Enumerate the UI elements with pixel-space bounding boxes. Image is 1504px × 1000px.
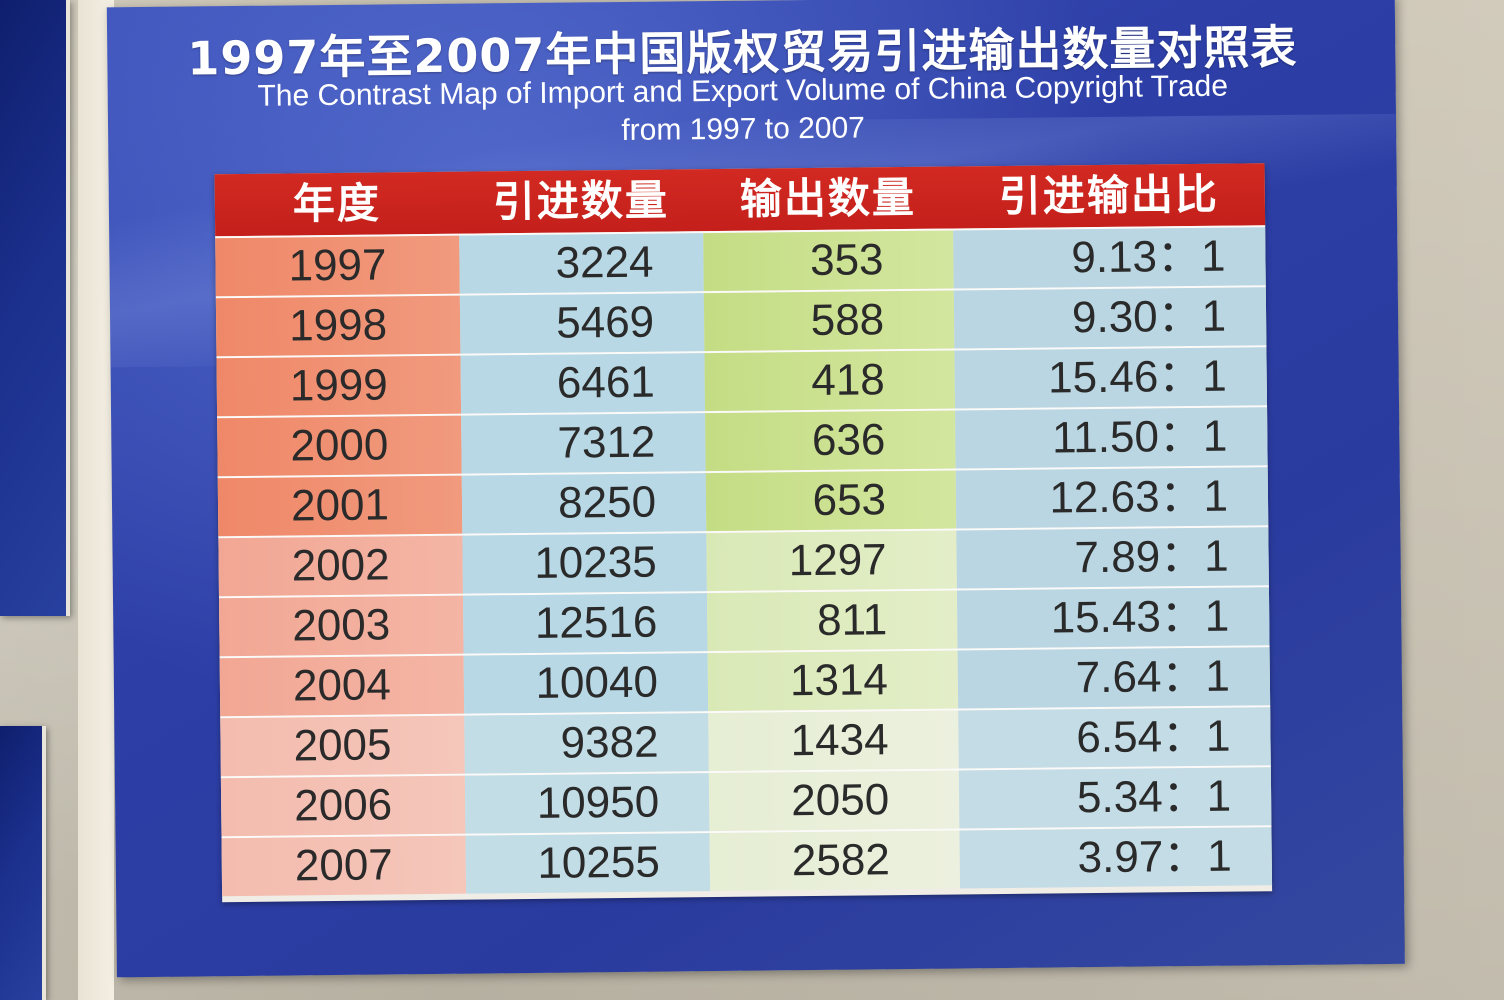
cell-ratio: 15.43：1 <box>956 587 1270 649</box>
cell-year: 2002 <box>218 535 463 597</box>
cell-export: 418 <box>704 350 956 412</box>
cell-year: 1998 <box>215 295 461 357</box>
table-row: 2004 10040 1314 7.64：1 <box>219 645 1271 717</box>
cell-export: 811 <box>706 590 958 652</box>
left-poster-edge-top <box>0 0 70 616</box>
table-row: 2007 10255 2582 3.97：1 <box>221 825 1273 897</box>
cell-year: 2007 <box>221 835 467 897</box>
cell-ratio: 11.50：1 <box>955 407 1268 469</box>
table-row: 1998 5469 588 9.30：1 <box>215 285 1267 357</box>
cell-import: 10235 <box>462 533 707 594</box>
cell-export: 2582 <box>709 830 961 892</box>
table-row: 2002 10235 1297 7.89：1 <box>218 525 1269 597</box>
poster: 1997年至2007年中国版权贸易引进输出数量对照表 The Contrast … <box>106 0 1405 978</box>
cell-export: 636 <box>705 410 956 472</box>
cell-export: 653 <box>705 470 957 532</box>
cell-import: 8250 <box>461 473 707 534</box>
header-year: 年度 <box>292 178 382 229</box>
table-row: 1999 6461 418 15.46：1 <box>216 345 1268 417</box>
table-row: 2003 12516 811 15.43：1 <box>218 585 1270 657</box>
trade-table: 年度 引进数量 输出数量 引进输出比 1997 3224 353 9.13：1 … <box>214 163 1273 903</box>
left-poster-edge-bottom <box>0 726 46 1000</box>
cell-export: 353 <box>703 230 954 292</box>
cell-import: 6461 <box>460 353 706 414</box>
table-row: 2000 7312 636 11.50：1 <box>217 405 1268 477</box>
cell-import: 12516 <box>462 593 708 654</box>
cell-year: 2001 <box>217 475 463 537</box>
table-row: 1997 3224 353 9.13：1 <box>215 225 1266 297</box>
cell-year: 1997 <box>215 235 460 297</box>
table-header-row: 年度 引进数量 输出数量 引进输出比 <box>214 163 1266 237</box>
cell-ratio: 3.97：1 <box>959 827 1273 889</box>
cell-ratio: 9.30：1 <box>953 287 1267 349</box>
table-row: 2001 8250 653 12.63：1 <box>217 465 1269 537</box>
header-import: 引进数量 <box>492 175 670 227</box>
cell-export: 588 <box>703 290 955 352</box>
cell-import: 10255 <box>465 833 711 894</box>
cell-import: 7312 <box>461 413 706 474</box>
table-row: 2006 10950 2050 5.34：1 <box>220 765 1272 837</box>
cell-import: 10950 <box>464 773 710 834</box>
cell-ratio: 7.89：1 <box>956 527 1269 589</box>
cell-year: 2000 <box>217 415 462 477</box>
header-export: 输出数量 <box>739 172 917 224</box>
cell-ratio: 6.54：1 <box>958 707 1271 769</box>
cell-ratio: 12.63：1 <box>955 467 1269 529</box>
cell-year: 2005 <box>220 715 465 777</box>
cell-ratio: 9.13：1 <box>953 227 1266 289</box>
cell-year: 2004 <box>219 655 465 717</box>
header-ratio: 引进输出比 <box>998 169 1220 222</box>
cell-import: 10040 <box>463 653 709 714</box>
cell-ratio: 7.64：1 <box>957 647 1271 709</box>
cell-export: 1314 <box>707 650 959 712</box>
table-body: 1997 3224 353 9.13：1 1998 5469 588 9.30：… <box>215 225 1273 902</box>
cell-year: 1999 <box>216 355 462 417</box>
cell-ratio: 5.34：1 <box>958 767 1272 829</box>
cell-export: 1297 <box>706 530 957 592</box>
cell-import: 5469 <box>459 293 705 354</box>
cell-year: 2003 <box>218 595 464 657</box>
cell-ratio: 15.46：1 <box>954 347 1268 409</box>
cell-export: 1434 <box>708 710 959 772</box>
cell-export: 2050 <box>708 770 960 832</box>
cell-year: 2006 <box>220 775 466 837</box>
title-english-line-2: from 1997 to 2007 <box>621 111 866 147</box>
cell-import: 3224 <box>459 233 704 294</box>
table-row: 2005 9382 1434 6.54：1 <box>220 705 1271 777</box>
cell-import: 9382 <box>464 713 709 774</box>
